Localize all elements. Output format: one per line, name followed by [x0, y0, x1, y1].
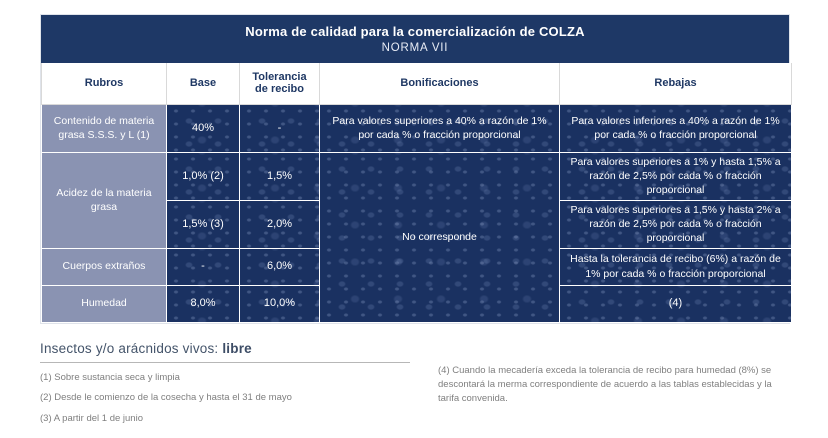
- rebaja-acidez-periodo2: Para valores superiores a 1,5% y hasta 2…: [559, 199, 792, 249]
- table-row: 1,5% (3) 2,0% Para valores superiores a …: [42, 199, 792, 249]
- tolerancia-materia-grasa: -: [239, 103, 320, 153]
- base-acidez-periodo2: 1,5% (3): [166, 199, 240, 249]
- footnotes-section: Insectos y/o arácnidos vivos: libre (1) …: [40, 341, 790, 433]
- footnote-2: (2) Desde le comienzo de la cosecha y ha…: [40, 392, 292, 404]
- header-row: Rubros Base Tolerancia de recibo Bonific…: [41, 63, 792, 105]
- rubro-acidez: Acidez de la materia grasa: [41, 151, 167, 249]
- norma-table: Rubros Base Tolerancia de recibo Bonific…: [41, 63, 792, 323]
- table-subtitle: NORMA VII: [381, 42, 449, 54]
- tolerancia-cuerpos-extranos: 6,0%: [239, 247, 320, 286]
- footnote-4: (4) Cuando la mecadería exceda la tolera…: [438, 364, 772, 405]
- table-row: Contenido de materia grasa S.S.S. y L (1…: [41, 103, 792, 153]
- rubro-materia-grasa: Contenido de materia grasa S.S.S. y L (1…: [41, 103, 167, 153]
- footnotes-right-column: (4) Cuando la mecadería exceda la tolera…: [438, 341, 790, 433]
- col-header-bonificaciones: Bonificaciones: [319, 63, 560, 105]
- col-header-rubros: Rubros: [41, 63, 167, 105]
- insects-label: Insectos y/o arácnidos vivos:: [40, 340, 219, 356]
- base-acidez-periodo1: 1,0% (2): [166, 151, 240, 201]
- divider-line: [40, 361, 410, 363]
- table-row: Humedad 8,0% 10,0% (4): [41, 284, 792, 323]
- rubro-humedad: Humedad: [41, 284, 167, 323]
- table-row: Cuerpos extraños - 6,0% Hasta la toleran…: [41, 247, 792, 286]
- table-title-band: Norma de calidad para la comercializació…: [41, 15, 789, 63]
- col-header-tolerancia: Tolerancia de recibo: [239, 63, 320, 105]
- insects-value: libre: [222, 340, 252, 356]
- table-row: Acidez de la materia grasa 1,0% (2) 1,5%…: [41, 151, 792, 323]
- bonificacion-no-corresponde: No corresponde: [319, 151, 560, 323]
- table-title: Norma de calidad para la comercializació…: [245, 24, 585, 39]
- bonificacion-materia-grasa: Para valores superiores a 40% a razón de…: [319, 103, 560, 153]
- rubro-cuerpos-extranos: Cuerpos extraños: [41, 247, 167, 286]
- base-materia-grasa: 40%: [166, 103, 240, 153]
- rebaja-acidez-periodo1: Para valores superiores a 1% y hasta 1,5…: [559, 151, 792, 201]
- footnote-3: (3) A partir del 1 de junio: [40, 413, 143, 425]
- rebaja-humedad: (4): [559, 284, 792, 323]
- quality-standard-table: Norma de calidad para la comercializació…: [40, 14, 792, 324]
- footnote-1: (1) Sobre sustancia seca y limpia: [40, 371, 180, 383]
- tolerancia-acidez-periodo1: 1,5%: [239, 151, 320, 201]
- rebaja-materia-grasa: Para valores inferiores a 40% a razón de…: [559, 103, 792, 153]
- tolerancia-humedad: 10,0%: [239, 284, 320, 323]
- col-header-base: Base: [166, 63, 240, 105]
- tolerancia-acidez-periodo2: 2,0%: [239, 199, 320, 249]
- col-header-rebajas: Rebajas: [559, 63, 792, 105]
- footnotes-left-column: Insectos y/o arácnidos vivos: libre (1) …: [40, 341, 412, 433]
- base-humedad: 8,0%: [166, 284, 240, 323]
- base-cuerpos-extranos: -: [166, 247, 240, 286]
- insects-statement: Insectos y/o arácnidos vivos: libre: [40, 341, 412, 356]
- rebaja-cuerpos-extranos: Hasta la tolerancia de recibo (6%) a raz…: [559, 247, 792, 286]
